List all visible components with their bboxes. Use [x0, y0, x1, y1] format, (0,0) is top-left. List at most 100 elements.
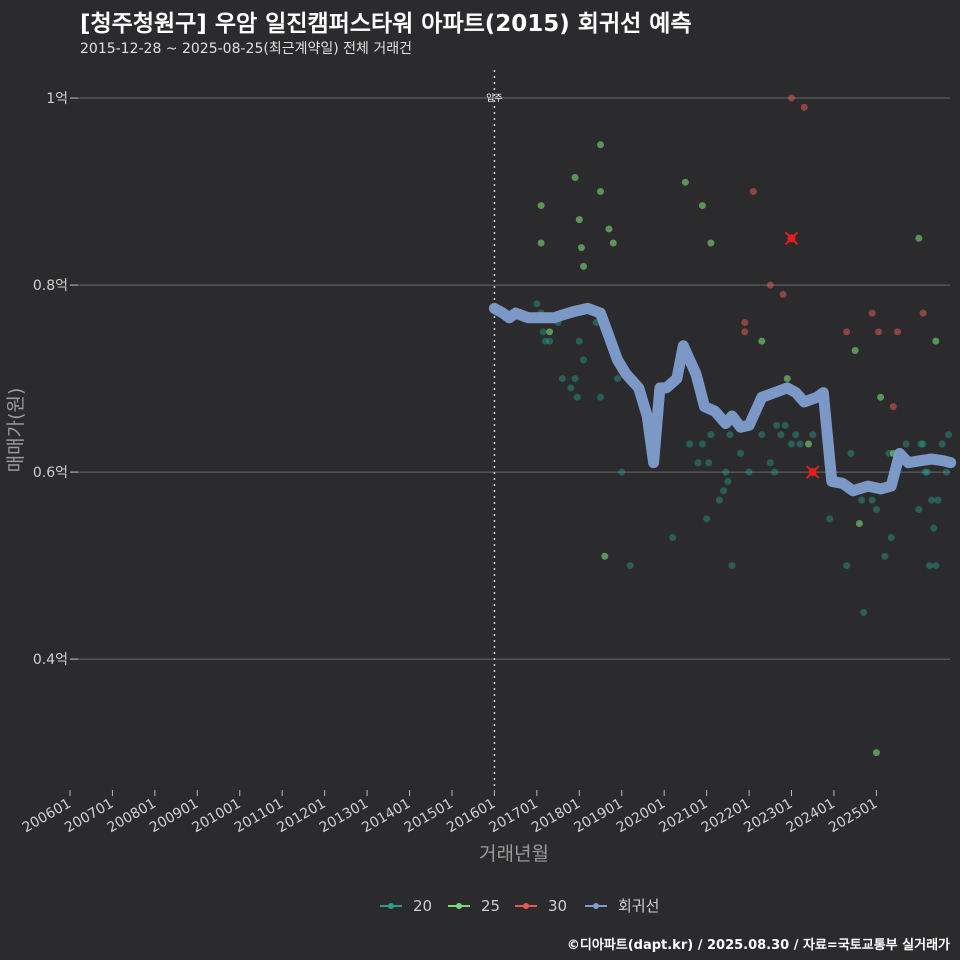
data-point-20 — [694, 459, 702, 467]
data-point-20 — [777, 431, 785, 439]
data-point-25 — [915, 234, 923, 242]
data-point-20 — [921, 468, 929, 476]
gridlines — [70, 97, 950, 660]
data-point-20 — [575, 337, 583, 345]
data-point-20 — [860, 608, 868, 616]
data-point-20 — [923, 468, 931, 476]
data-point-20 — [705, 459, 713, 467]
source-credit: ©디아파트(dapt.kr) / 2025.08.30 / 자료=국토교통부 실… — [566, 938, 950, 953]
data-point-25 — [681, 178, 689, 186]
data-point-25 — [537, 239, 545, 247]
y-tick-label: 0.6억 — [33, 465, 68, 481]
data-point-20 — [792, 431, 800, 439]
data-point-20 — [843, 562, 851, 570]
data-point-20 — [902, 440, 910, 448]
x-tick-label: 202501 — [826, 796, 880, 837]
data-point-20 — [533, 300, 541, 308]
data-point-30 — [843, 328, 851, 336]
data-point-30 — [741, 318, 749, 326]
data-point-25 — [605, 225, 613, 233]
data-point-25 — [851, 347, 859, 355]
legend: 20 25 30 회귀선 — [380, 897, 659, 915]
highlight-markers — [784, 231, 820, 479]
data-point-20 — [618, 468, 626, 476]
regression-line — [488, 302, 957, 497]
data-point-20 — [771, 468, 779, 476]
data-point-20 — [580, 356, 588, 364]
data-point-20 — [887, 534, 895, 542]
data-point-20 — [915, 505, 923, 513]
data-point-25 — [601, 552, 609, 560]
data-point-20 — [546, 337, 554, 345]
data-point-20 — [858, 496, 866, 504]
data-point-25 — [707, 239, 715, 247]
legend-swatch-dot — [523, 903, 529, 909]
chart-subtitle: 2015-12-28 ~ 2025-08-25(최근계약일) 전체 거래건 — [80, 41, 412, 57]
legend-swatch-dot — [456, 903, 462, 909]
data-point-25 — [537, 202, 545, 210]
data-point-30 — [749, 188, 757, 196]
data-point-20 — [669, 534, 677, 542]
data-point-20 — [919, 440, 927, 448]
data-point-20 — [626, 562, 634, 570]
data-point-30 — [741, 328, 749, 336]
highlight-cross — [784, 231, 799, 246]
data-point-20 — [558, 375, 566, 383]
data-point-20 — [745, 468, 753, 476]
data-point-30 — [868, 309, 876, 317]
data-point-25 — [575, 216, 583, 224]
highlight-cross — [806, 465, 820, 479]
data-point-20 — [928, 496, 936, 504]
data-point-30 — [875, 328, 883, 336]
data-point-20 — [934, 496, 942, 504]
data-point-25 — [609, 239, 617, 247]
data-point-20 — [917, 440, 925, 448]
y-tick-label: 0.8억 — [33, 278, 68, 294]
data-point-20 — [758, 431, 766, 439]
data-point-25 — [877, 393, 885, 401]
y-tick-label: 0.4억 — [33, 652, 68, 668]
chart-title: [청주청원구] 우암 일진캠퍼스타워 아파트(2015) 회귀선 예측 — [80, 11, 692, 37]
data-point-30 — [766, 281, 774, 289]
data-point-20 — [722, 468, 730, 476]
data-point-20 — [781, 421, 789, 429]
data-point-25 — [758, 337, 766, 345]
data-point-25 — [580, 262, 588, 270]
data-point-20 — [938, 440, 946, 448]
move-in-annotation: 입주 — [486, 70, 503, 790]
y-tick-label: 1억 — [46, 91, 68, 107]
data-point-20 — [573, 393, 581, 401]
x-axis-ticks: 2006012007012008012009012010012011012012… — [20, 790, 880, 837]
data-point-20 — [925, 562, 933, 570]
data-point-20 — [703, 515, 711, 523]
data-point-30 — [788, 94, 796, 102]
data-point-25 — [597, 188, 605, 196]
data-point-30 — [889, 403, 897, 411]
data-point-20 — [942, 468, 950, 476]
data-point-20 — [571, 375, 579, 383]
data-point-20 — [766, 459, 774, 467]
scatter-points — [533, 94, 953, 757]
data-point-20 — [872, 505, 880, 513]
data-point-20 — [788, 440, 796, 448]
data-point-20 — [773, 421, 781, 429]
data-point-30 — [779, 290, 787, 298]
data-point-25 — [546, 328, 554, 336]
data-point-25 — [783, 375, 791, 383]
data-point-25 — [577, 244, 585, 252]
data-point-20 — [930, 524, 938, 532]
data-point-20 — [945, 431, 953, 439]
data-point-20 — [597, 393, 605, 401]
data-point-20 — [541, 337, 549, 345]
data-point-25 — [855, 520, 863, 528]
legend-label: 20 — [413, 897, 432, 915]
data-point-25 — [571, 174, 579, 182]
data-point-30 — [800, 103, 808, 111]
legend-label: 25 — [481, 897, 500, 915]
data-point-20 — [737, 449, 745, 457]
regression-path — [488, 302, 957, 497]
legend-label: 회귀선 — [618, 897, 659, 915]
data-point-20 — [868, 496, 876, 504]
data-point-20 — [796, 440, 804, 448]
